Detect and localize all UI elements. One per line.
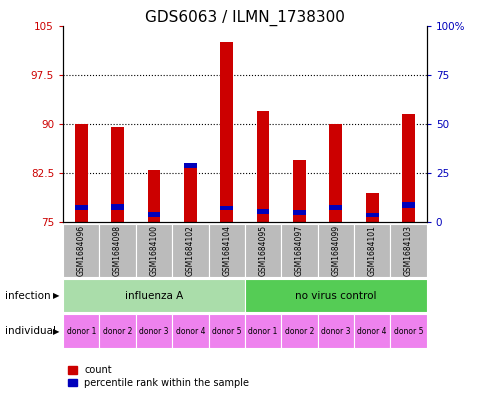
Text: infection: infection xyxy=(5,291,50,301)
Bar xyxy=(208,314,244,348)
Bar xyxy=(401,202,414,208)
Bar xyxy=(390,314,426,348)
Text: donor 1: donor 1 xyxy=(66,327,96,336)
Text: donor 3: donor 3 xyxy=(139,327,168,336)
Text: donor 3: donor 3 xyxy=(320,327,350,336)
Bar xyxy=(329,124,342,222)
Text: GSM1684098: GSM1684098 xyxy=(113,225,122,276)
Bar xyxy=(208,224,244,277)
Bar xyxy=(390,224,426,277)
Text: GSM1684102: GSM1684102 xyxy=(185,225,195,276)
Bar xyxy=(292,209,305,215)
Bar xyxy=(317,314,353,348)
Bar xyxy=(63,279,244,312)
Bar xyxy=(292,160,305,222)
Bar xyxy=(75,205,88,210)
Bar xyxy=(147,212,160,217)
Bar xyxy=(63,224,99,277)
Text: no virus control: no virus control xyxy=(294,291,376,301)
Bar xyxy=(365,213,378,217)
Bar xyxy=(111,204,124,209)
Bar xyxy=(244,314,281,348)
Bar xyxy=(256,111,269,222)
Bar xyxy=(281,314,317,348)
Text: donor 2: donor 2 xyxy=(284,327,314,336)
Text: GSM1684100: GSM1684100 xyxy=(149,225,158,276)
Bar xyxy=(244,224,281,277)
Text: GSM1684101: GSM1684101 xyxy=(367,225,376,276)
Text: ▶: ▶ xyxy=(52,327,59,336)
Bar xyxy=(353,224,390,277)
Bar xyxy=(329,205,342,210)
Title: GDS6063 / ILMN_1738300: GDS6063 / ILMN_1738300 xyxy=(145,9,344,26)
Text: GSM1684099: GSM1684099 xyxy=(331,225,340,276)
Bar xyxy=(63,314,99,348)
Bar xyxy=(256,209,269,213)
Text: donor 5: donor 5 xyxy=(212,327,241,336)
Bar xyxy=(401,114,414,222)
Bar xyxy=(147,170,160,222)
Text: influenza A: influenza A xyxy=(124,291,183,301)
Text: GSM1684103: GSM1684103 xyxy=(403,225,412,276)
Text: ▶: ▶ xyxy=(52,292,59,300)
Bar xyxy=(281,224,317,277)
Bar xyxy=(183,163,197,168)
Bar xyxy=(99,314,136,348)
Bar xyxy=(244,279,426,312)
Bar xyxy=(136,224,172,277)
Text: donor 4: donor 4 xyxy=(175,327,205,336)
Bar xyxy=(353,314,390,348)
Bar xyxy=(75,124,88,222)
Bar xyxy=(111,127,124,222)
Text: donor 5: donor 5 xyxy=(393,327,423,336)
Bar xyxy=(365,193,378,222)
Legend: count, percentile rank within the sample: count, percentile rank within the sample xyxy=(68,365,249,388)
Bar xyxy=(136,314,172,348)
Bar xyxy=(220,206,233,210)
Text: donor 4: donor 4 xyxy=(357,327,386,336)
Bar xyxy=(99,224,136,277)
Bar xyxy=(317,224,353,277)
Bar xyxy=(172,314,208,348)
Text: GSM1684096: GSM1684096 xyxy=(76,225,86,276)
Text: donor 2: donor 2 xyxy=(103,327,132,336)
Text: donor 1: donor 1 xyxy=(248,327,277,336)
Text: GSM1684104: GSM1684104 xyxy=(222,225,231,276)
Bar xyxy=(183,163,197,222)
Text: individual: individual xyxy=(5,326,56,336)
Bar xyxy=(172,224,208,277)
Text: GSM1684097: GSM1684097 xyxy=(294,225,303,276)
Text: GSM1684095: GSM1684095 xyxy=(258,225,267,276)
Bar xyxy=(220,42,233,222)
